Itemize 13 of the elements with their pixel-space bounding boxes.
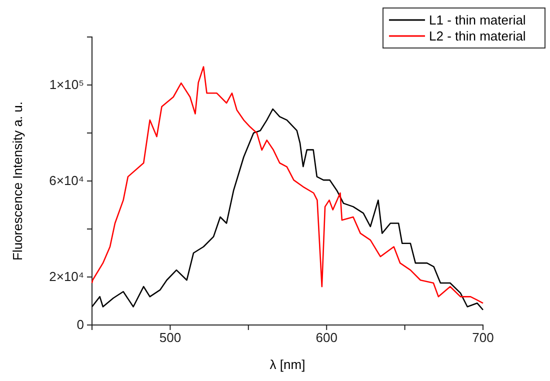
legend-label: L1 - thin material [429,12,526,28]
y-axis-title: Fluorescence Intensity a. u. [10,102,25,260]
x-axis-title: λ [nm] [270,357,306,372]
x-tick-label: 600 [316,330,338,346]
y-tick-label: 2×10⁴ [49,269,84,284]
legend-label: L2 - thin material [429,28,526,44]
line-series [91,108,484,311]
y-tick-label: 0 [76,317,84,332]
x-tick-label: 700 [472,330,494,346]
y-tick-label: 6×10⁴ [49,173,84,188]
x-tick-label: 500 [159,330,182,346]
line-series [91,66,484,304]
y-tick-label: 1×10⁵ [49,77,84,92]
